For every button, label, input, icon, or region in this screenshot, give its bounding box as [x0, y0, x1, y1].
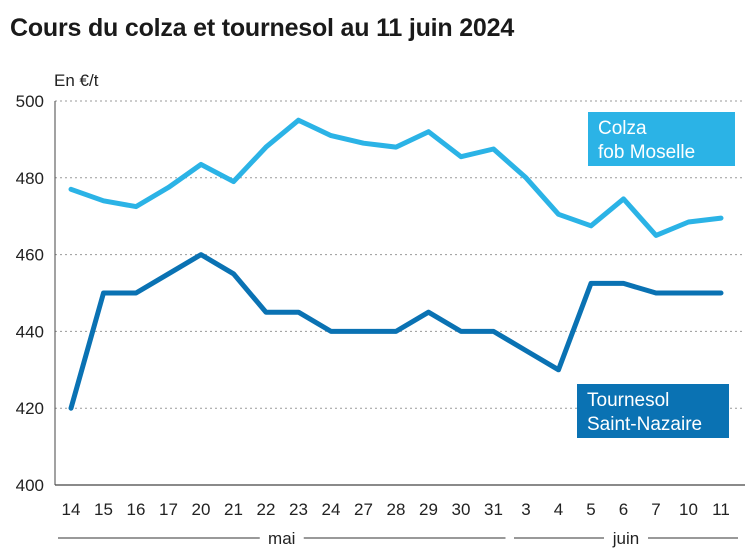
x-tick-label: 10: [679, 500, 698, 519]
x-tick-label: 3: [521, 500, 530, 519]
x-tick-label: 16: [127, 500, 146, 519]
x-tick-label: 27: [354, 500, 373, 519]
x-axis-month-groups: mai juin: [58, 529, 738, 548]
series-lines: [68, 117, 724, 411]
x-tick-label: 6: [619, 500, 628, 519]
legend-box: [577, 384, 729, 438]
series-line-colza: [68, 117, 724, 238]
month-label: juin: [612, 529, 639, 548]
x-tick-label: 23: [289, 500, 308, 519]
y-tick-label: 460: [16, 246, 44, 265]
x-tick-label: 7: [651, 500, 660, 519]
y-tick-label: 400: [16, 476, 44, 495]
x-tick-label: 4: [554, 500, 563, 519]
y-axis-unit-label: En €/t: [54, 71, 99, 90]
y-tick-label: 420: [16, 399, 44, 418]
x-tick-label: 14: [62, 500, 81, 519]
legend-box: [588, 112, 735, 166]
x-tick-label: 17: [159, 500, 178, 519]
y-axis: 400 420 440 460 480 500: [16, 92, 56, 495]
x-tick-label: 11: [712, 500, 730, 519]
x-tick-label: 24: [322, 500, 341, 519]
legend-label: Colza: [598, 118, 647, 139]
x-tick-label: 5: [586, 500, 595, 519]
legend: Colza fob Moselle Tournesol Saint-Nazaire: [577, 112, 735, 438]
y-tick-label: 440: [16, 322, 44, 341]
x-tick-label: 28: [387, 500, 406, 519]
x-tick-label: 31: [484, 500, 503, 519]
y-tick-label: 480: [16, 169, 44, 188]
legend-label: fob Moselle: [598, 142, 695, 163]
y-tick-label: 500: [16, 92, 44, 111]
x-tick-label: 30: [452, 500, 471, 519]
x-tick-label: 21: [224, 500, 243, 519]
legend-entry: Tournesol Saint-Nazaire: [577, 384, 729, 438]
legend-entry: Colza fob Moselle: [588, 112, 735, 166]
month-label: mai: [268, 529, 295, 548]
x-axis: 14 15 16 17 20 21 22 23 24 27 28 29 30 31 3 4 5 6 7 10 11: [62, 500, 730, 519]
x-tick-label: 15: [94, 500, 113, 519]
series-line-tournesol: [68, 252, 724, 411]
x-tick-label: 20: [192, 500, 211, 519]
chart-title: Cours du colza et tournesol au 11 juin 2…: [10, 14, 515, 42]
x-tick-label: 22: [257, 500, 276, 519]
legend-label: Saint-Nazaire: [587, 414, 702, 435]
x-tick-label: 29: [419, 500, 438, 519]
legend-label: Tournesol: [587, 390, 669, 411]
